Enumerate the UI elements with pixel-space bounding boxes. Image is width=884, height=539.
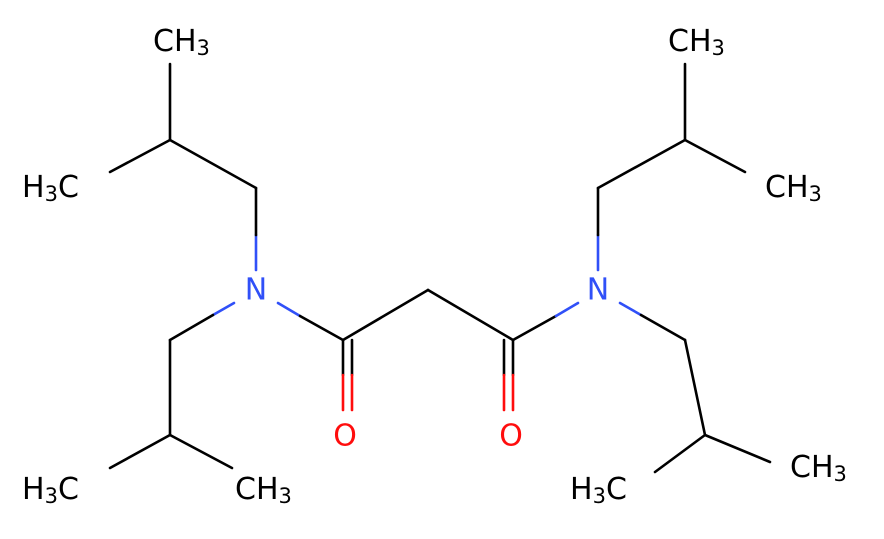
methyl-label: CH3 — [668, 24, 725, 61]
bond — [211, 301, 236, 317]
methyl-label: H3C — [570, 472, 627, 509]
subscript: 3 — [197, 36, 210, 60]
atom-text: CH — [668, 24, 712, 59]
atom-label: O — [499, 419, 523, 454]
methyl-label: H3C — [22, 170, 79, 207]
subscript: 3 — [712, 36, 725, 60]
bond — [703, 433, 772, 464]
bond — [618, 301, 643, 317]
bond — [511, 314, 558, 342]
atom-text: CH — [790, 450, 834, 485]
subscript: 3 — [45, 182, 58, 206]
subscript: 3 — [593, 484, 606, 508]
bonds — [108, 62, 772, 474]
subscript: 3 — [834, 462, 847, 486]
bond — [341, 288, 430, 342]
bond — [108, 138, 172, 174]
methyl-label: CH3 — [765, 170, 822, 207]
atom-text: H — [570, 472, 593, 507]
bond — [554, 301, 580, 318]
bond — [276, 301, 302, 318]
methyl-label: CH3 — [790, 450, 847, 487]
atom-text: C — [58, 170, 79, 205]
atom-text: CH — [235, 472, 279, 507]
methyl-label: CH3 — [153, 24, 210, 61]
atom-label: N — [245, 273, 267, 308]
subscript: 3 — [809, 182, 822, 206]
atom-text: C — [58, 472, 79, 507]
methyl-label: CH3 — [235, 472, 292, 509]
bond — [683, 138, 747, 174]
atom-text: CH — [153, 24, 197, 59]
subscript: 3 — [279, 484, 292, 508]
bond — [168, 313, 215, 342]
bond — [426, 288, 515, 342]
bond — [108, 433, 172, 470]
bond — [168, 433, 234, 470]
atom-text: CH — [765, 170, 809, 205]
atom-text: H — [22, 472, 45, 507]
methyl-label: H3C — [22, 472, 79, 509]
bond — [596, 138, 687, 190]
bond — [168, 138, 258, 190]
atom-label: N — [587, 273, 609, 308]
subscript: 3 — [45, 484, 58, 508]
bond — [683, 338, 707, 437]
atom-text: C — [606, 472, 627, 507]
bond — [298, 314, 345, 342]
bond — [639, 313, 687, 342]
atom-text: H — [22, 170, 45, 205]
bond — [653, 433, 707, 474]
atom-label: O — [333, 419, 357, 454]
